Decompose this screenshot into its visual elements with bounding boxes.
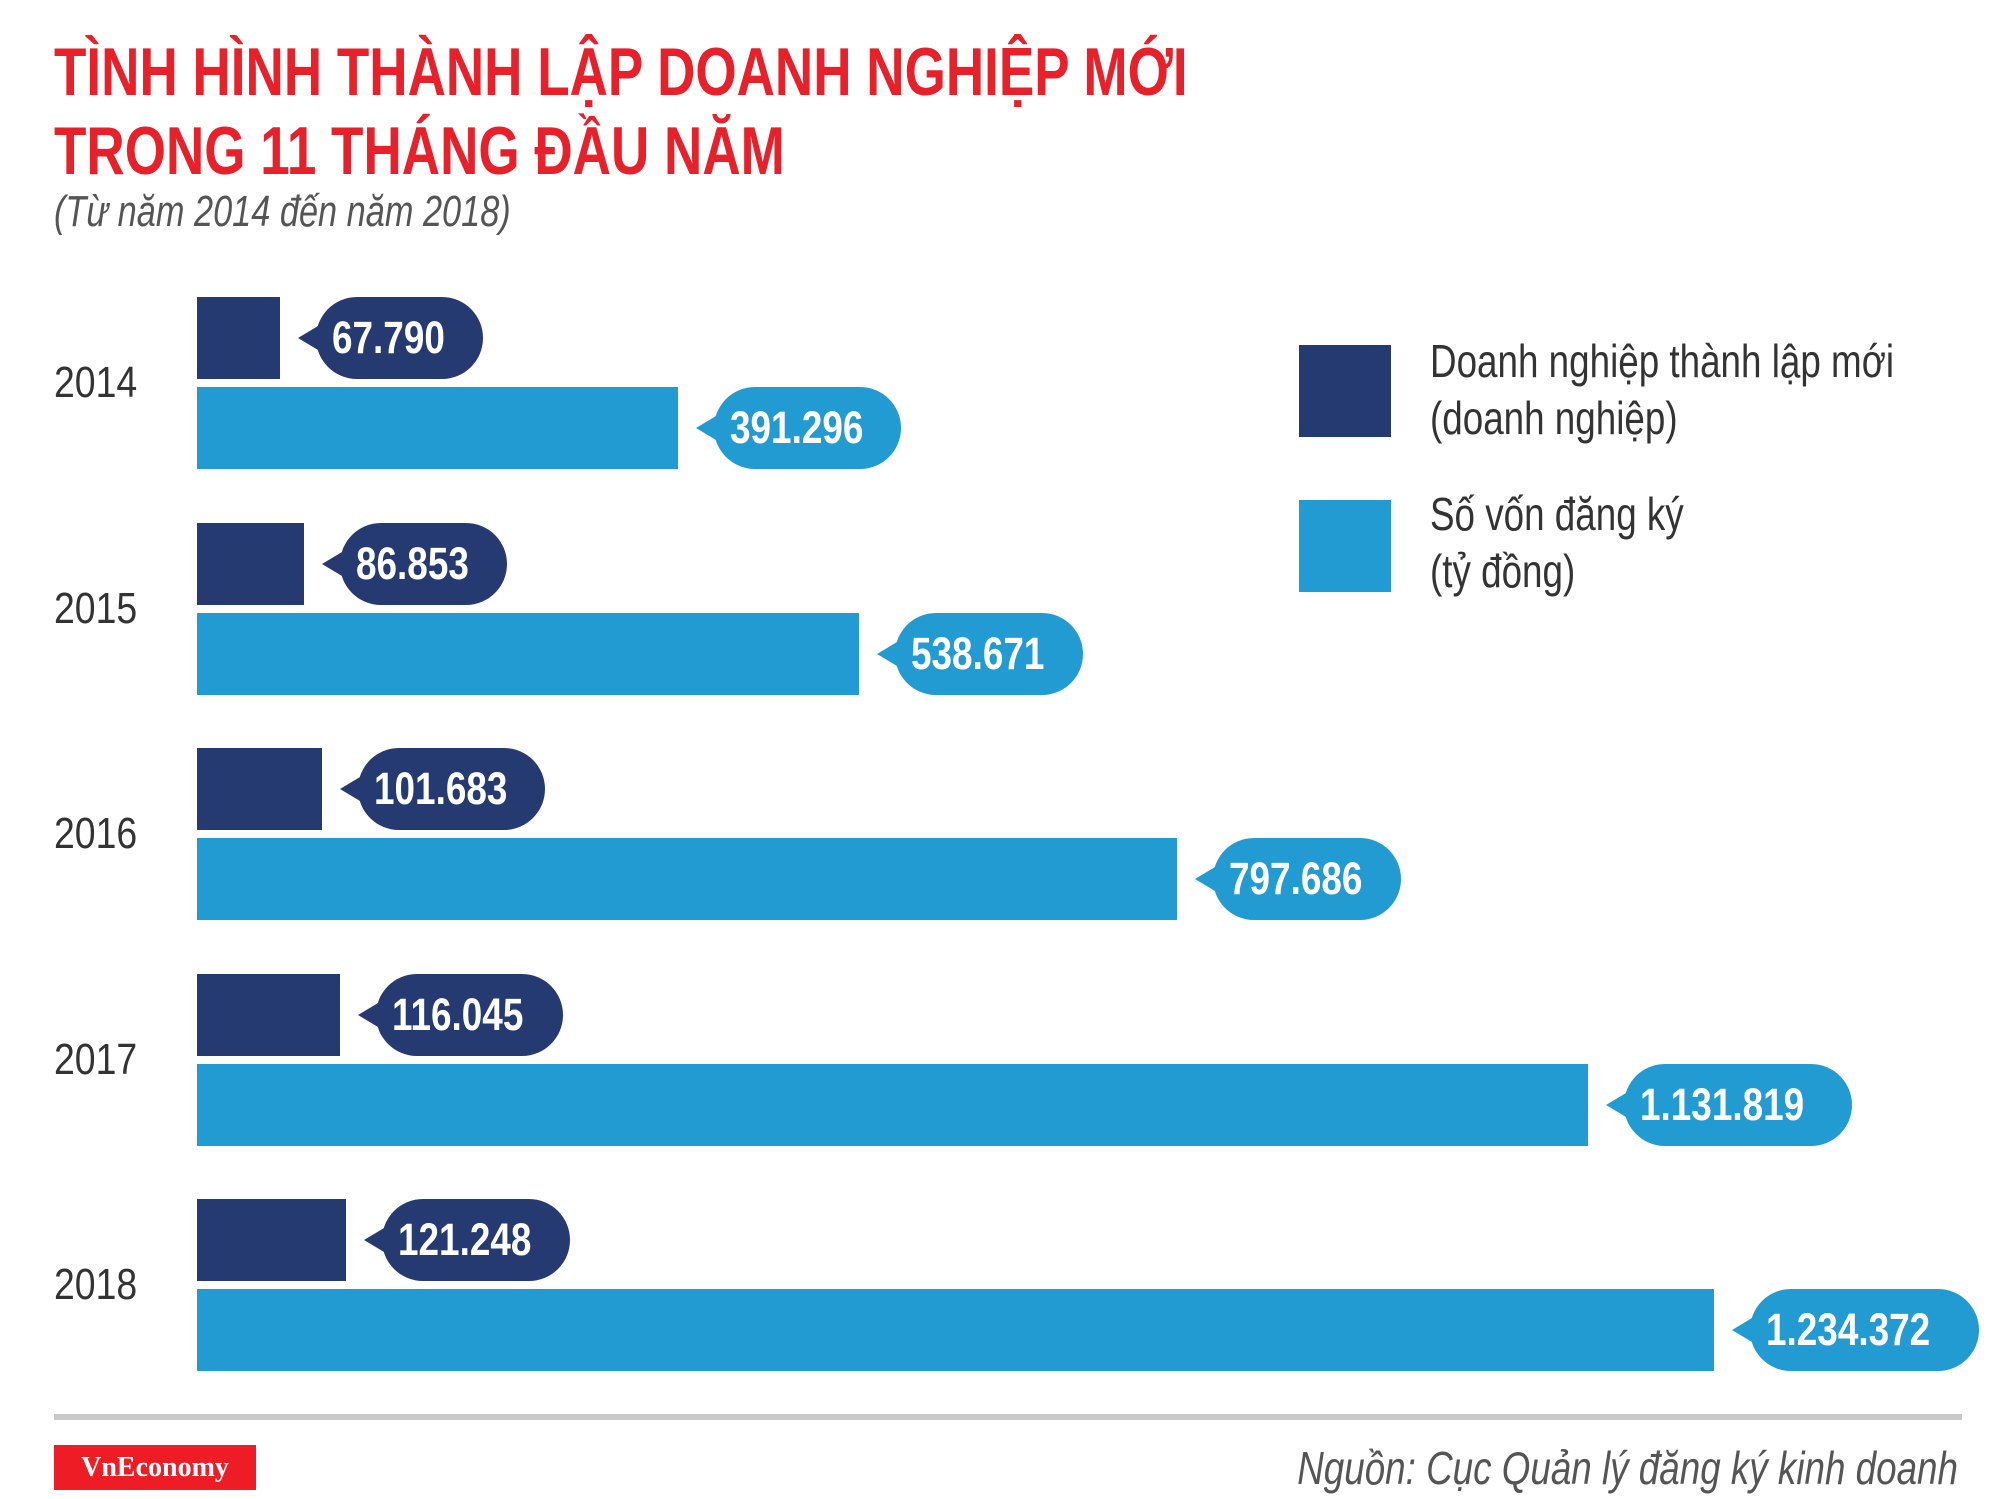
bar-registered-capital [197, 612, 859, 695]
value-label: 797.686 [1213, 838, 1401, 921]
bar-registered-capital [197, 387, 678, 469]
bar-new-businesses [197, 522, 304, 605]
footer-divider [54, 1414, 1962, 1420]
chart-title-line-2: TRONG 11 THÁNG ĐẦU NĂM [54, 113, 785, 189]
bar-registered-capital [197, 1063, 1588, 1146]
legend-label-new-businesses: Doanh nghiệp thành lập mới (doanh nghiệp… [1430, 333, 1894, 447]
bubble-pointer [1195, 867, 1216, 892]
source-note: Nguồn: Cục Quản lý đăng ký kinh doanh [1297, 1442, 1958, 1494]
bubble-pointer [321, 551, 342, 576]
bubble-pointer [364, 1228, 384, 1253]
bar-new-businesses [197, 748, 322, 831]
value-label: 101.683 [357, 748, 546, 831]
value-label-text: 1.131.819 [1639, 1078, 1805, 1130]
chart-title-line-1: TÌNH HÌNH THÀNH LẬP DOANH NGHIỆP MỚI [54, 34, 1188, 110]
value-label-text: 538.671 [911, 627, 1045, 679]
value-label-text: 86.853 [355, 537, 469, 589]
year-label: 2017 [54, 1034, 138, 1084]
vneconomy-logo: VnEconomy [54, 1445, 256, 1490]
value-label-text: 391.296 [729, 402, 864, 453]
legend-swatch-registered-capital [1299, 500, 1391, 592]
value-label: 67.790 [316, 297, 484, 379]
legend-line: (doanh nghiệp) [1430, 392, 1678, 444]
bubble-pointer [1732, 1318, 1752, 1343]
legend-label-registered-capital: Số vốn đăng ký (tỷ đồng) [1430, 486, 1684, 600]
value-label: 121.248 [382, 1199, 570, 1282]
value-label: 1.131.819 [1623, 1063, 1853, 1146]
legend-line: (tỷ đồng) [1430, 545, 1576, 597]
value-label-text: 67.790 [332, 312, 446, 363]
value-label-text: 116.045 [391, 988, 523, 1040]
chart-subtitle: (Từ năm 2014 đến năm 2018) [54, 187, 511, 236]
value-label-text: 101.683 [373, 763, 508, 815]
bar-registered-capital [197, 1289, 1714, 1372]
year-label: 2018 [54, 1260, 138, 1310]
value-label: 391.296 [713, 387, 902, 469]
value-label-text: 121.248 [398, 1214, 532, 1266]
bubble-pointer [877, 641, 897, 666]
bubble-pointer [357, 1002, 378, 1027]
bar-new-businesses [197, 297, 281, 379]
legend-swatch-new-businesses [1299, 345, 1391, 437]
bar-registered-capital [197, 838, 1178, 921]
year-label: 2016 [54, 809, 138, 859]
bar-new-businesses [197, 1199, 346, 1282]
value-label: 538.671 [895, 612, 1083, 695]
bubble-pointer [1605, 1092, 1626, 1117]
year-label: 2015 [54, 583, 138, 633]
bar-new-businesses [197, 973, 340, 1056]
value-label-text: 797.686 [1229, 853, 1363, 905]
year-label: 2014 [54, 358, 138, 407]
value-label: 116.045 [375, 973, 564, 1056]
bubble-pointer [339, 777, 360, 802]
value-label: 86.853 [339, 522, 507, 605]
bubble-pointer [695, 416, 716, 440]
value-label: 1.234.372 [1750, 1289, 1979, 1372]
legend-line: Doanh nghiệp thành lập mới [1430, 335, 1895, 387]
value-label-text: 1.234.372 [1766, 1304, 1931, 1356]
legend-line: Số vốn đăng ký [1430, 488, 1684, 540]
bubble-pointer [298, 326, 319, 350]
